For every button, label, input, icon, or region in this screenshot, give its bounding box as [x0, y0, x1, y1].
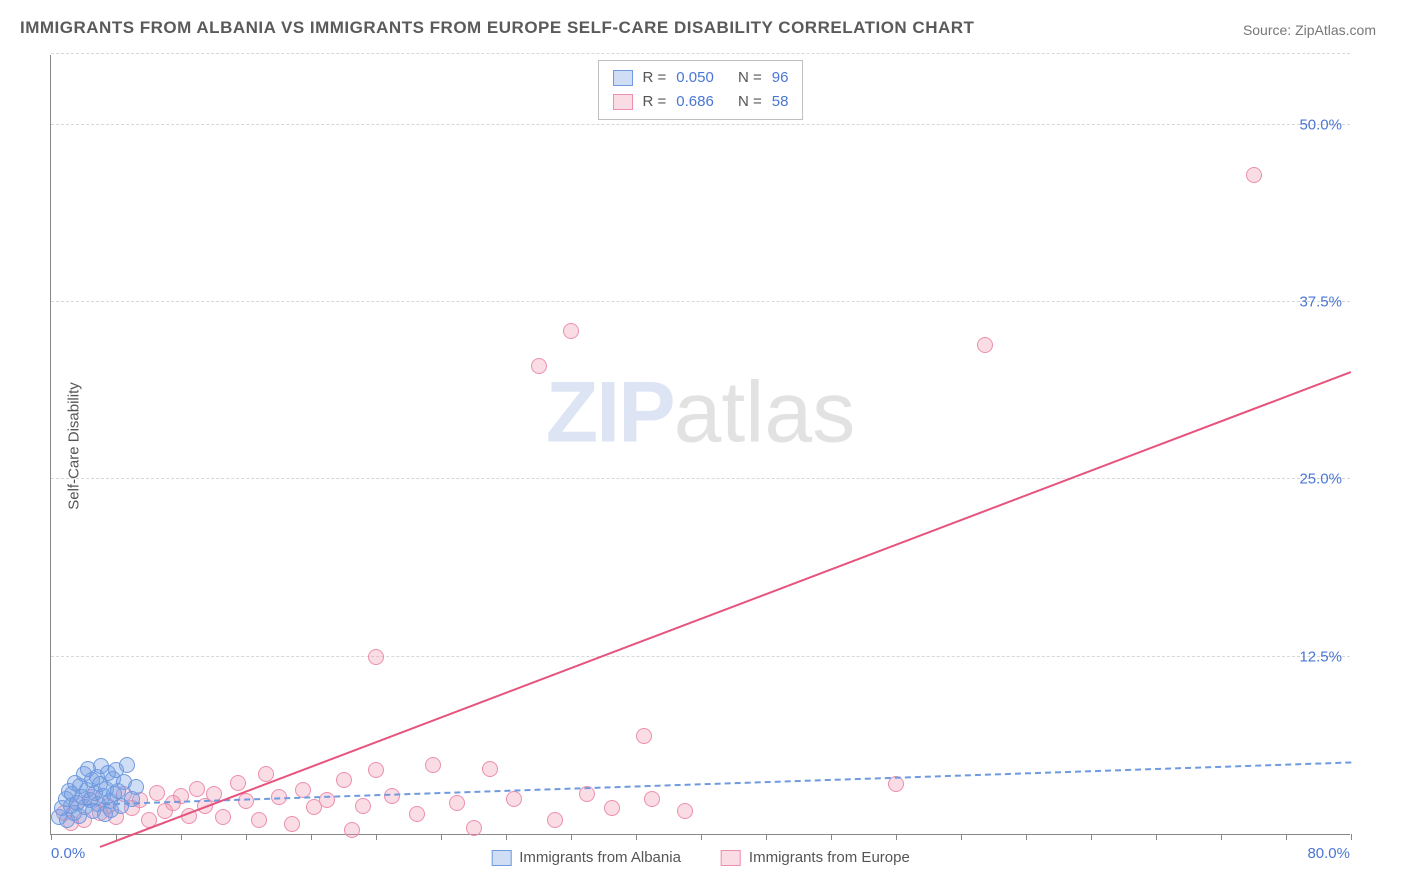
legend-series: Immigrants from Albania Immigrants from … — [491, 849, 910, 866]
legend-label-a: Immigrants from Albania — [519, 849, 681, 866]
point-series-b — [482, 761, 498, 777]
legend-correlation: R = 0.050 N = 96 R = 0.686 N = 58 — [598, 60, 804, 120]
point-series-b — [336, 772, 352, 788]
point-series-b — [319, 792, 335, 808]
x-tick — [1221, 834, 1222, 840]
r-value-b: 0.686 — [676, 90, 714, 114]
watermark-atlas: atlas — [674, 365, 856, 461]
x-tick — [441, 834, 442, 840]
legend-row-a: R = 0.050 N = 96 — [613, 66, 789, 90]
gridline — [51, 301, 1350, 302]
point-series-b — [230, 775, 246, 791]
x-tick — [181, 834, 182, 840]
point-series-b — [604, 800, 620, 816]
n-value-b: 58 — [772, 90, 789, 114]
point-series-b — [466, 820, 482, 836]
point-series-b — [368, 762, 384, 778]
x-tick — [1351, 834, 1352, 840]
legend-label-b: Immigrants from Europe — [749, 849, 910, 866]
x-tick — [506, 834, 507, 840]
point-series-b — [368, 649, 384, 665]
x-tick — [701, 834, 702, 840]
gridline — [51, 656, 1350, 657]
r-value-a: 0.050 — [676, 66, 714, 90]
point-series-b — [189, 781, 205, 797]
x-tick — [311, 834, 312, 840]
point-series-b — [677, 803, 693, 819]
r-label: R = — [643, 66, 667, 90]
watermark: ZIPatlas — [546, 364, 855, 463]
y-tick-label: 50.0% — [1299, 116, 1342, 133]
swatch-series-a — [491, 850, 511, 866]
x-tick — [376, 834, 377, 840]
x-tick — [766, 834, 767, 840]
x-tick — [896, 834, 897, 840]
point-series-b — [409, 806, 425, 822]
point-series-b — [977, 337, 993, 353]
n-label: N = — [738, 90, 762, 114]
x-tick — [1026, 834, 1027, 840]
swatch-series-b — [613, 94, 633, 110]
point-series-b — [531, 358, 547, 374]
y-tick-label: 37.5% — [1299, 294, 1342, 311]
x-tick — [1286, 834, 1287, 840]
point-series-b — [215, 809, 231, 825]
point-series-b — [449, 795, 465, 811]
point-series-b — [238, 793, 254, 809]
point-series-b — [425, 757, 441, 773]
chart-title: IMMIGRANTS FROM ALBANIA VS IMMIGRANTS FR… — [20, 18, 974, 38]
x-tick — [571, 834, 572, 840]
legend-item-b: Immigrants from Europe — [721, 849, 910, 866]
plot-area: ZIPatlas R = 0.050 N = 96 R = 0.686 N = … — [50, 55, 1350, 835]
point-series-b — [547, 812, 563, 828]
point-series-b — [563, 323, 579, 339]
point-series-b — [149, 785, 165, 801]
x-tick — [1091, 834, 1092, 840]
watermark-zip: ZIP — [546, 365, 674, 461]
legend-row-b: R = 0.686 N = 58 — [613, 90, 789, 114]
gridline — [51, 478, 1350, 479]
x-tick — [961, 834, 962, 840]
x-axis-min-label: 0.0% — [51, 845, 85, 862]
point-series-b — [344, 822, 360, 838]
point-series-b — [506, 791, 522, 807]
x-tick — [246, 834, 247, 840]
point-series-b — [251, 812, 267, 828]
x-tick — [831, 834, 832, 840]
y-tick-label: 25.0% — [1299, 471, 1342, 488]
gridline — [51, 124, 1350, 125]
source-label: Source: ZipAtlas.com — [1243, 22, 1376, 38]
y-tick-label: 12.5% — [1299, 648, 1342, 665]
point-series-b — [644, 791, 660, 807]
gridline — [51, 53, 1350, 54]
point-series-b — [1246, 167, 1262, 183]
point-series-b — [284, 816, 300, 832]
x-tick — [51, 834, 52, 840]
point-series-b — [636, 728, 652, 744]
n-label: N = — [738, 66, 762, 90]
n-value-a: 96 — [772, 66, 789, 90]
swatch-series-a — [613, 70, 633, 86]
swatch-series-b — [721, 850, 741, 866]
x-tick — [1156, 834, 1157, 840]
point-series-b — [355, 798, 371, 814]
x-axis-max-label: 80.0% — [1307, 845, 1350, 862]
point-series-a — [128, 779, 144, 795]
point-series-a — [119, 757, 135, 773]
trendline-b — [99, 371, 1351, 848]
legend-item-a: Immigrants from Albania — [491, 849, 681, 866]
trendline-a — [83, 761, 1351, 806]
r-label: R = — [643, 90, 667, 114]
x-tick — [636, 834, 637, 840]
